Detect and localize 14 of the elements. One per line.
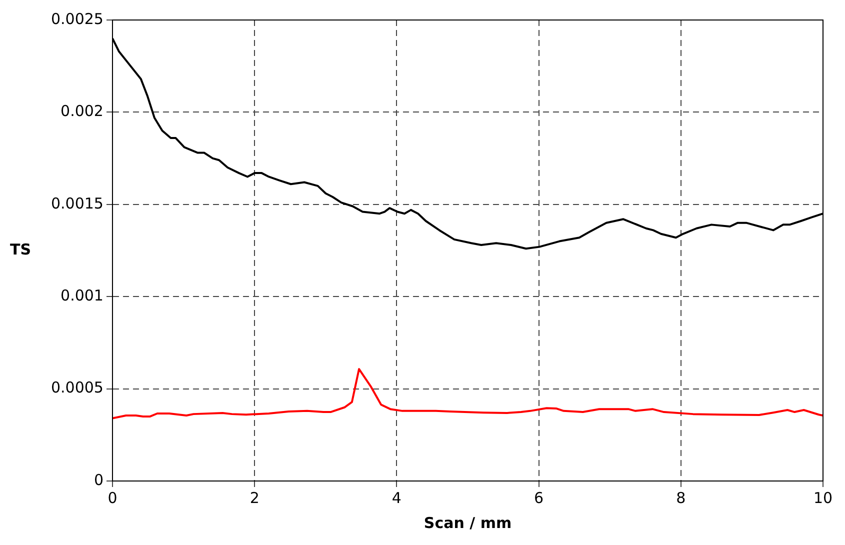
x-tick-label: 2 (250, 488, 260, 507)
x-axis-title: Scan / mm (424, 514, 512, 532)
y-axis-title: TS (10, 240, 32, 258)
y-tick-label: 0.0005 (50, 378, 104, 397)
x-tick-label: 6 (534, 488, 544, 507)
y-tick-label: 0.001 (60, 286, 104, 304)
x-tick-label: 0 (108, 488, 118, 507)
y-tick-label: 0.0025 (50, 10, 104, 28)
y-tick-label: 0.0015 (50, 194, 104, 212)
x-tick-label: 8 (676, 488, 686, 507)
y-tick-label: 0.002 (60, 102, 104, 120)
x-tick-label: 4 (392, 488, 402, 507)
x-tick-label: 10 (813, 488, 833, 507)
y-tick-label: 0 (94, 470, 104, 489)
